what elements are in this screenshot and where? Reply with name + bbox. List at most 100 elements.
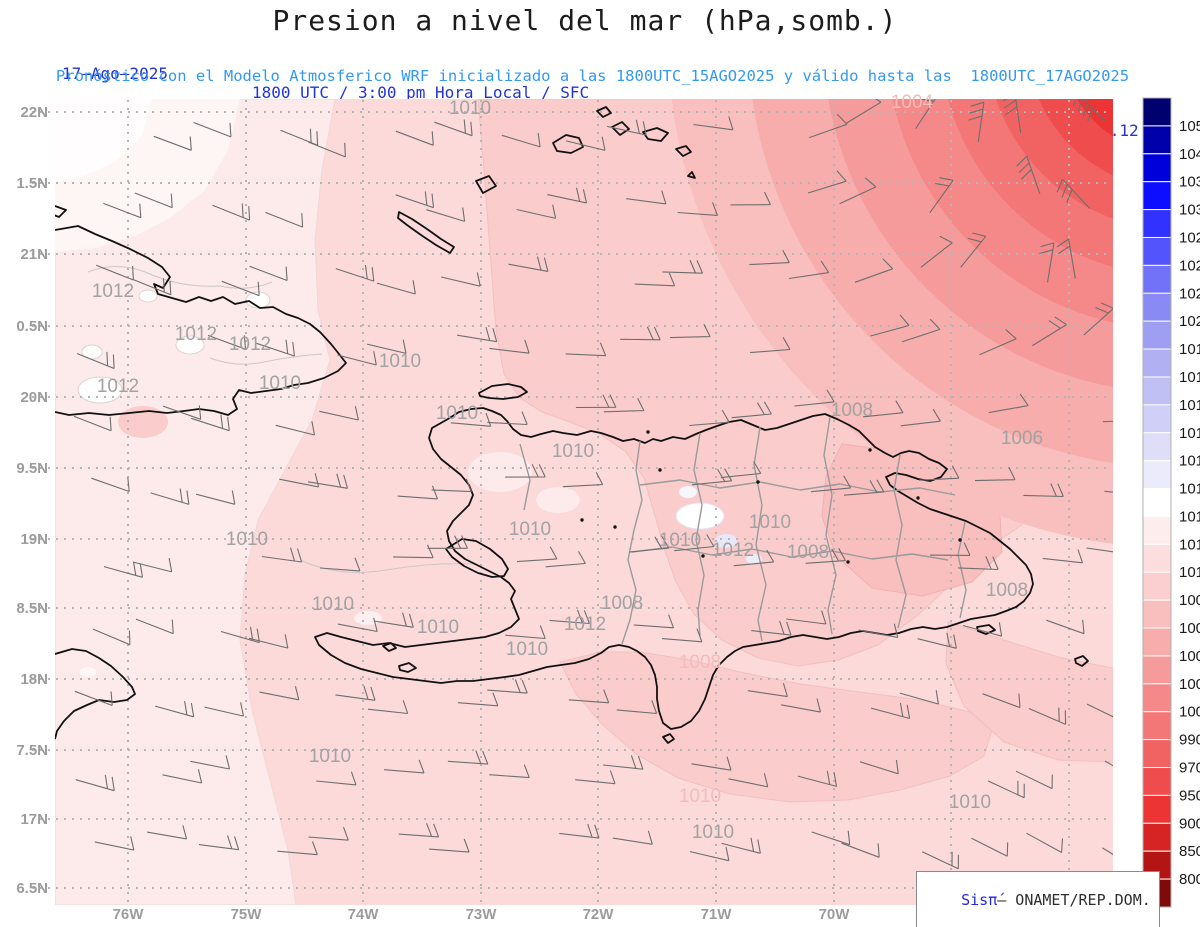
colorbar-tick-label: 1020: [1179, 313, 1200, 330]
wind-barb: [1086, 703, 1113, 718]
wind-barb: [841, 842, 880, 858]
colorbar-cell: [1142, 488, 1172, 517]
wind-barb: [691, 756, 732, 771]
wind-barb: [616, 700, 658, 715]
contour-label: 1010: [309, 746, 351, 767]
colorbar-tick-label: 850: [1179, 843, 1200, 860]
colorbar-tick-label: 1002: [1179, 676, 1200, 693]
wind-barb: [810, 475, 852, 493]
lon-tick-label: 71W: [701, 906, 733, 923]
contour-labels: 1010 1004 1012 1012 1012 1012 1010 1010 1010 1008…: [92, 92, 1043, 843]
wind-barb: [870, 314, 910, 337]
colorbar-cell: [1142, 655, 1172, 685]
wind-barb: [335, 685, 376, 701]
wind-barb: [94, 836, 135, 851]
wind-barb: [489, 764, 530, 779]
wind-barb: [508, 256, 549, 272]
admin-borders: [519, 416, 967, 645]
wind-barb: [1104, 490, 1113, 493]
contour-label: 1004: [891, 92, 934, 113]
wind-barb: [1039, 242, 1055, 283]
contour-label: 1012: [175, 324, 217, 345]
lat-tick-label: 21N: [20, 246, 48, 263]
contour-label: 1010: [417, 617, 459, 638]
wind-barb: [487, 679, 528, 694]
wind-barb: [308, 826, 349, 841]
wind-barb: [962, 622, 1003, 637]
wind-barb: [1104, 760, 1113, 767]
coast-jamaica: [55, 648, 136, 740]
wind-barb: [720, 461, 762, 479]
wind-barb: [277, 841, 318, 856]
colorbar-cell: [1142, 599, 1172, 629]
wind-barb: [859, 759, 899, 775]
lat-tick-label: 17N: [20, 811, 48, 828]
wind-barb: [549, 609, 590, 625]
lon-tick-label: 74W: [348, 906, 380, 923]
wind-barb: [162, 769, 203, 784]
coast-saona-island: [976, 624, 996, 635]
wind-barb: [1015, 770, 1053, 790]
wind-barb: [248, 634, 289, 649]
wind-barb: [91, 477, 130, 493]
wind-barb: [198, 835, 240, 851]
colorbar-cell: [1142, 543, 1172, 573]
wind-barb: [447, 750, 489, 765]
lat-tick-label: 20N: [20, 389, 48, 406]
wind-barb: [921, 851, 959, 870]
colorbar-tick-label: 1012: [1179, 536, 1200, 553]
valid-time: 1800 UTC / 3:00 pm Hora Local / SFC: [252, 83, 590, 102]
wind-barb: [505, 625, 546, 640]
wind-barb: [629, 535, 670, 553]
high-pressure-pockets: [77, 289, 762, 677]
colorbar-cell: [1142, 515, 1172, 545]
lon-tick-label: 76W: [113, 906, 145, 923]
wind-barb: [261, 547, 303, 563]
wind-barb: [275, 421, 316, 436]
wind-barb: [367, 700, 409, 715]
wind-barb: [1086, 547, 1113, 553]
wind-barb: [794, 389, 835, 407]
coast-mona-island: [1074, 655, 1089, 667]
colorbar-tick-label: 1030: [1179, 202, 1200, 219]
wind-barb: [204, 702, 245, 717]
wind-barb: [721, 837, 761, 854]
wind-barb: [395, 130, 434, 146]
lat-tick-label: 19N: [20, 531, 48, 548]
contour-label: 1010: [226, 529, 268, 550]
wind-barb: [1028, 707, 1067, 725]
lat-tick-label: 6.5N: [16, 880, 48, 897]
colorbar-tick-label: 1017: [1179, 397, 1200, 414]
wind-barb: [843, 479, 885, 496]
wind-barb: [384, 759, 425, 774]
wind-barb: [74, 690, 113, 707]
colorbar-tick-label: 1010: [1179, 564, 1200, 581]
contour-label: 1012: [92, 281, 134, 302]
colorbar-tick-label: 1018: [1179, 369, 1200, 386]
wind-barb: [982, 693, 1021, 709]
wind-barb: [337, 351, 377, 366]
wind-barb: [968, 101, 985, 142]
colorbar-cell: [1142, 209, 1172, 238]
wind-barb: [516, 546, 558, 563]
wind-barb: [207, 334, 247, 350]
wind-barb: [487, 411, 528, 426]
wind-barb: [195, 490, 236, 505]
coast-turks-4: [687, 171, 696, 179]
wind-barb: [457, 326, 498, 343]
pressure-shading: [55, 99, 1113, 905]
wind-barb: [545, 551, 586, 568]
wind-barb: [92, 628, 131, 646]
wind-barb: [337, 617, 378, 633]
wind-barb: [633, 614, 675, 629]
wind-barb: [75, 774, 115, 792]
wind-barb: [789, 260, 830, 280]
wind-barb: [805, 548, 846, 564]
wind-barb: [661, 628, 703, 643]
wind-barb: [1002, 99, 1022, 133]
model-info-line: Pronóstico con el Modelo Atmosferico WRF…: [55, 67, 1130, 85]
wind-barb: [846, 99, 882, 124]
wind-barb: [150, 488, 190, 505]
contour-label: 1010: [679, 786, 721, 807]
wind-barb: [103, 202, 142, 219]
